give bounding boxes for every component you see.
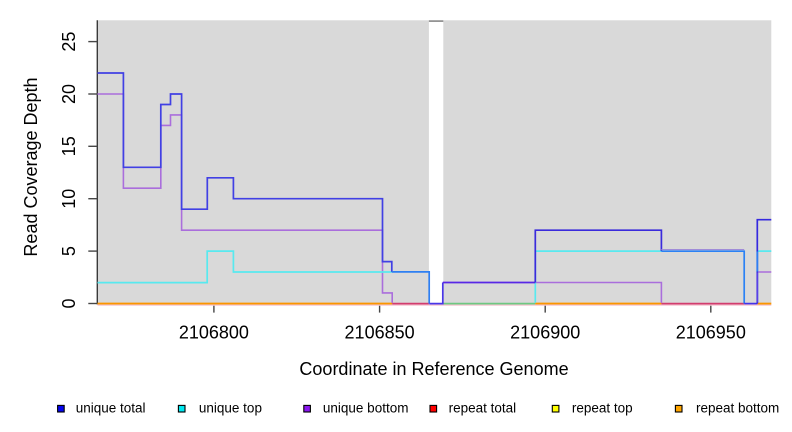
svg-text:2106900: 2106900 bbox=[510, 323, 580, 343]
svg-text:2106950: 2106950 bbox=[676, 323, 746, 343]
svg-text:5: 5 bbox=[59, 246, 79, 256]
svg-text:10: 10 bbox=[59, 189, 79, 209]
svg-text:25: 25 bbox=[59, 32, 79, 52]
svg-text:unique total: unique total bbox=[76, 401, 146, 416]
svg-text:Read Coverage Depth: Read Coverage Depth bbox=[21, 77, 41, 256]
svg-text:unique bottom: unique bottom bbox=[323, 401, 409, 416]
svg-text:15: 15 bbox=[59, 136, 79, 156]
svg-text:0: 0 bbox=[59, 298, 79, 308]
svg-text:20: 20 bbox=[59, 84, 79, 104]
svg-text:2106800: 2106800 bbox=[179, 323, 249, 343]
svg-text:Coordinate in Reference Genome: Coordinate in Reference Genome bbox=[299, 359, 568, 379]
svg-text:repeat top: repeat top bbox=[572, 401, 633, 416]
svg-text:repeat bottom: repeat bottom bbox=[696, 401, 779, 416]
svg-text:unique top: unique top bbox=[199, 401, 262, 416]
svg-text:repeat total: repeat total bbox=[449, 401, 517, 416]
svg-text:2106850: 2106850 bbox=[345, 323, 415, 343]
